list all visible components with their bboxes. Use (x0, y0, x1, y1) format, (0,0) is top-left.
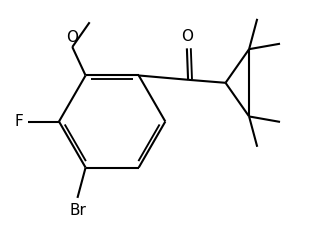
Text: O: O (66, 30, 78, 45)
Text: F: F (15, 114, 23, 129)
Text: O: O (181, 29, 193, 43)
Text: Br: Br (69, 203, 86, 218)
